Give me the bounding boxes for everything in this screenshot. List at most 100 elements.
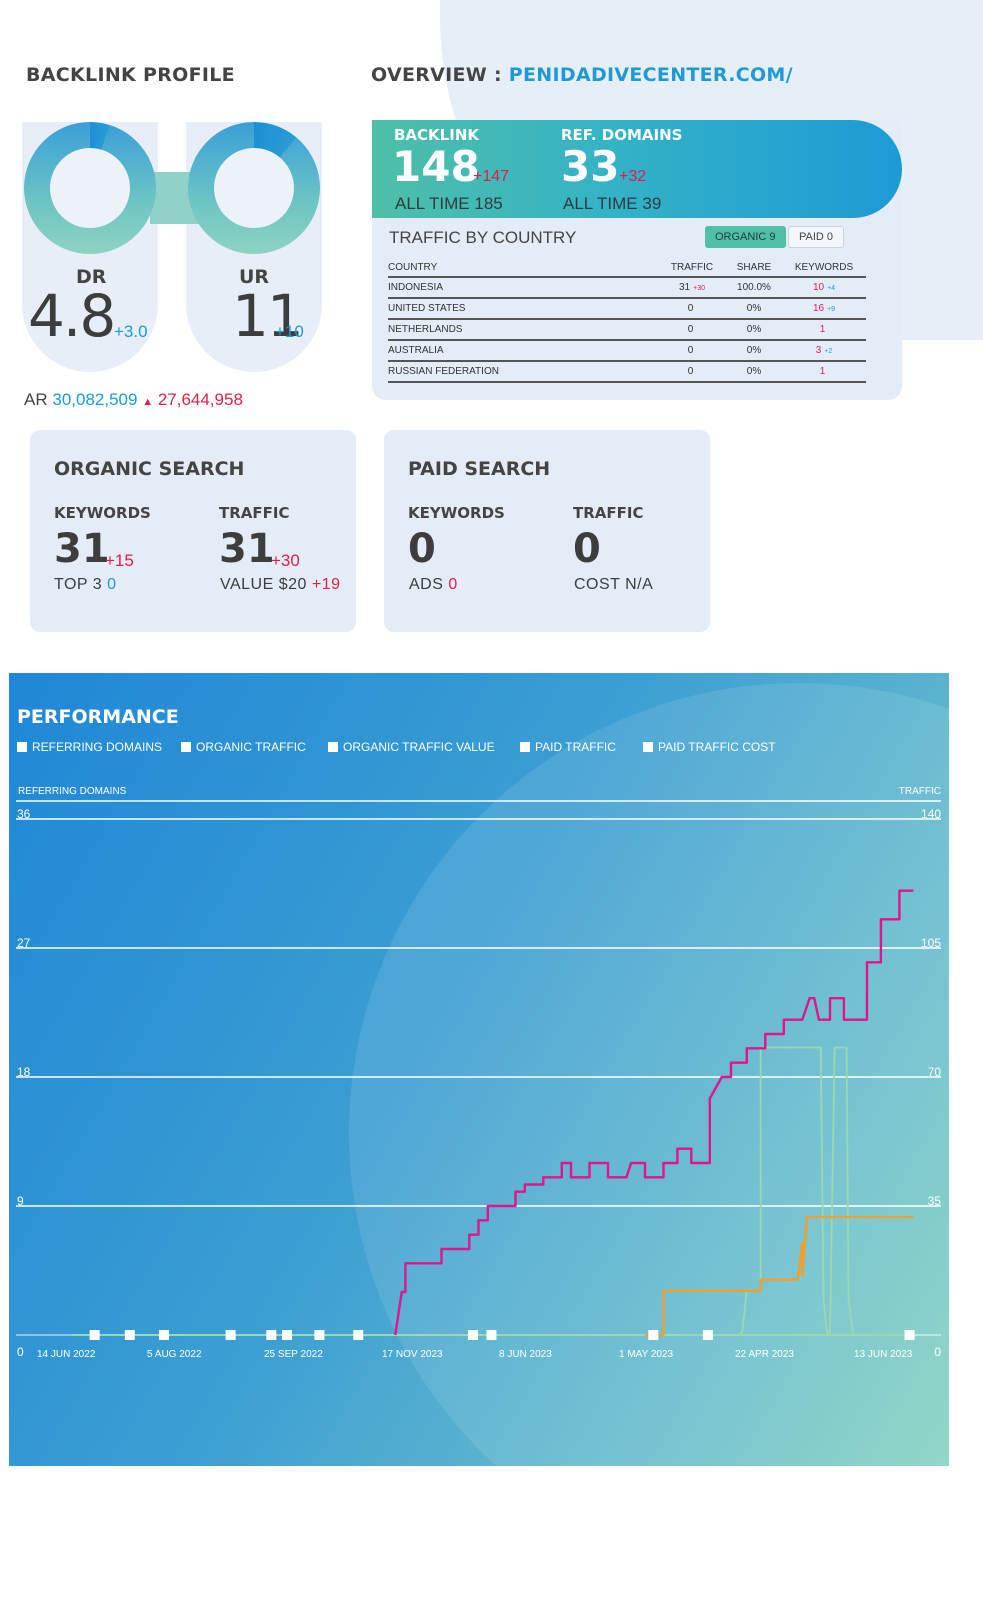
column-header[interactable]: TRAFFIC: [658, 258, 726, 278]
paid-toggle[interactable]: PAID 0: [788, 226, 845, 248]
keywords-cell: 1: [782, 361, 866, 383]
traffic-cell: 0: [658, 298, 726, 320]
country-name: AUSTRALIA: [388, 345, 444, 356]
share-cell: 0%: [726, 340, 782, 362]
traffic-value: 0: [687, 324, 694, 335]
checkbox-icon[interactable]: [17, 742, 27, 752]
paid-traffic-value: 0: [573, 526, 601, 572]
traffic-cell: 31 +30: [658, 277, 726, 299]
ref-domains-all-time: ALL TIME 39: [563, 194, 662, 213]
checkbox-icon[interactable]: [328, 742, 338, 752]
left-axis-tick: 36: [17, 807, 31, 821]
organic-traffic-label: TRAFFIC: [219, 504, 290, 522]
traffic-delta: +30: [693, 285, 705, 292]
legend-organic-traffic[interactable]: ORGANIC TRAFFIC: [181, 740, 306, 754]
top3-value: 0: [107, 576, 117, 593]
traffic-value: 31: [679, 282, 691, 293]
dr-gauge-ring: [24, 122, 156, 254]
paid-traffic-label: TRAFFIC: [573, 504, 644, 522]
organic-top3: TOP 3 0: [54, 576, 117, 594]
organic-value-delta: +19: [311, 576, 341, 593]
keywords-value: 10: [812, 282, 825, 293]
organic-value: VALUE $20 +19: [220, 576, 341, 594]
keywords-value: 1: [819, 324, 826, 335]
data-point-marker: [89, 1330, 100, 1340]
legend-paid-traffic-cost[interactable]: PAID TRAFFIC COST: [643, 740, 776, 754]
column-header[interactable]: SHARE: [726, 258, 782, 278]
ar-row: AR 30,082,509 ▲ 27,644,958: [24, 390, 243, 410]
ar-up-arrow-icon: ▲: [142, 396, 154, 408]
organic-toggle[interactable]: ORGANIC 9: [705, 226, 786, 248]
country-cell: NETHERLANDS: [388, 319, 658, 341]
traffic-by-country-title: TRAFFIC BY COUNTRY: [389, 228, 577, 247]
keywords-value: 1: [819, 366, 826, 377]
ref-domains-delta: +32: [619, 168, 647, 185]
paid-search-title: PAID SEARCH: [408, 458, 551, 480]
backlink-profile-title: BACKLINK PROFILE: [26, 64, 235, 86]
performance-panel: PERFORMANCE REFERRING DOMAINS ORGANIC TR…: [9, 673, 949, 1466]
organic-traffic-delta: +30: [271, 551, 300, 570]
legend-label: PAID TRAFFIC COST: [658, 740, 776, 754]
legend-paid-traffic[interactable]: PAID TRAFFIC: [520, 740, 616, 754]
top3-label: TOP 3: [54, 576, 103, 593]
overview-title: OVERVIEW : PENIDADIVECENTER.COM/: [371, 64, 793, 86]
x-axis-tick: 8 JUN 2023: [499, 1349, 552, 1360]
checkbox-icon[interactable]: [520, 742, 530, 752]
paid-keywords-value: 0: [408, 526, 436, 572]
x-axis-tick: 14 JUN 2022: [37, 1349, 96, 1360]
organic-search-card: ORGANIC SEARCH KEYWORDS 31 +15 TOP 3 0 T…: [30, 430, 356, 632]
share-cell: 0%: [726, 361, 782, 383]
paid-search-card: PAID SEARCH KEYWORDS 0 ADS 0 TRAFFIC 0 C…: [384, 430, 710, 632]
data-point-marker: [282, 1330, 293, 1340]
backlink-value: 148: [392, 142, 480, 191]
traffic-cell: 0: [658, 340, 726, 362]
share-cell: 0%: [726, 319, 782, 341]
data-point-marker: [904, 1330, 915, 1340]
ur-label: UR: [239, 266, 270, 288]
country-cell: UNITED STATES: [388, 298, 658, 320]
traffic-cell: 0: [658, 319, 726, 341]
left-axis-tick: 27: [17, 936, 31, 950]
series-line-referring-domains: [394, 889, 914, 1336]
legend-referring-domains[interactable]: REFERRING DOMAINS: [17, 740, 162, 754]
ads-value: 0: [448, 576, 458, 593]
ref-domains-value: 33: [561, 142, 620, 191]
table-row: INDONESIA 31 +30 100.0% 10 +4: [388, 277, 866, 299]
share-value: 0%: [746, 345, 762, 356]
checkbox-icon[interactable]: [181, 742, 191, 752]
dr-gauge-hole: [50, 148, 130, 228]
data-point-marker: [225, 1330, 236, 1340]
share-cell: 0%: [726, 298, 782, 320]
data-point-marker: [486, 1330, 497, 1340]
series-line-organic-traffic: [645, 1215, 914, 1337]
country-cell: RUSSIAN FEDERATION: [388, 361, 658, 383]
left-axis-tick: 0: [17, 1345, 24, 1359]
organic-value-label: VALUE $20: [220, 576, 307, 593]
traffic-value: 0: [687, 303, 694, 314]
column-header[interactable]: KEYWORDS: [782, 258, 866, 278]
right-axis-tick: 105: [920, 936, 941, 950]
backlink-delta: +147: [473, 168, 510, 185]
x-axis-tick: 17 NOV 2023: [382, 1349, 443, 1360]
share-value: 0%: [746, 366, 762, 377]
traffic-cell: 0: [658, 361, 726, 383]
share-value: 0%: [746, 324, 762, 335]
column-header[interactable]: COUNTRY: [388, 258, 658, 278]
x-axis-tick: 1 MAY 2023: [619, 1349, 674, 1360]
overview-summary-band: BACKLINK 148 +147 ALL TIME 185 REF. DOMA…: [372, 120, 902, 218]
checkbox-icon[interactable]: [643, 742, 653, 752]
overview-title-prefix: OVERVIEW :: [371, 64, 509, 86]
traffic-value: 0: [687, 345, 694, 356]
keywords-cell: 3 +2: [782, 340, 866, 362]
overview-domain-link[interactable]: PENIDADIVECENTER.COM/: [508, 64, 793, 86]
ar-value: 30,082,509: [52, 390, 138, 409]
table-row: AUSTRALIA 0 0% 3 +2: [388, 340, 866, 362]
country-name: INDONESIA: [388, 282, 444, 293]
dr-label: DR: [76, 266, 107, 288]
organic-keywords-delta: +15: [105, 551, 134, 570]
table-row: UNITED STATES 0 0% 16 +9: [388, 298, 866, 320]
legend-organic-traffic-value[interactable]: ORGANIC TRAFFIC VALUE: [328, 740, 495, 754]
dr-delta: +3.0: [114, 322, 148, 341]
legend-label: ORGANIC TRAFFIC VALUE: [343, 740, 495, 754]
legend-label: REFERRING DOMAINS: [32, 740, 163, 754]
